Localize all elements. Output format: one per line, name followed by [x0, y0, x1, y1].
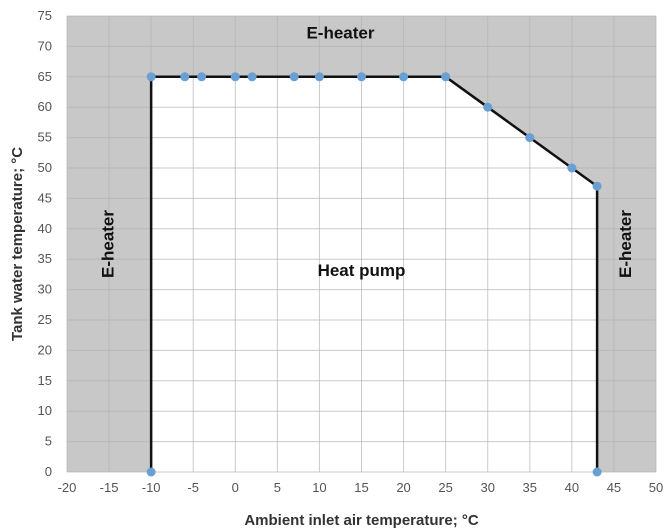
data-point [441, 72, 451, 82]
series-line [149, 75, 599, 472]
data-point [592, 467, 602, 477]
y-tick-label: 40 [38, 221, 52, 236]
data-point [247, 72, 257, 82]
y-tick-label: 30 [38, 282, 52, 297]
y-tick-label: 20 [38, 342, 52, 357]
region-label: E-heater [306, 24, 374, 43]
y-tick-label: 25 [38, 312, 52, 327]
data-point [399, 72, 409, 82]
boundary-line [149, 75, 599, 472]
x-tick-label: 30 [480, 480, 494, 495]
data-point [567, 163, 577, 173]
x-tick-label: -15 [100, 480, 119, 495]
x-tick-label: 45 [607, 480, 621, 495]
x-tick-label: 25 [438, 480, 452, 495]
data-point [197, 72, 207, 82]
x-tick-label: -10 [142, 480, 161, 495]
x-tick-label: 40 [565, 480, 579, 495]
x-tick-label: 35 [523, 480, 537, 495]
heat-pump-area [151, 76, 598, 473]
region-labels: E-heater E-heater E-heater Heat pump [99, 24, 635, 280]
y-tick-label: 70 [38, 38, 52, 53]
y-tick-label: 50 [38, 160, 52, 175]
x-tick-label: 10 [312, 480, 326, 495]
data-point [357, 72, 366, 82]
y-tick-label: 55 [38, 130, 52, 145]
x-tick-label: 0 [232, 480, 239, 495]
region-label: E-heater [99, 210, 118, 278]
y-tick-label: 35 [38, 251, 52, 266]
data-point [146, 467, 156, 477]
x-tick-label: 15 [354, 480, 368, 495]
data-point [289, 72, 299, 82]
x-axis-title: Ambient inlet air temperature; °C [244, 512, 479, 529]
heat-pump-region [151, 76, 598, 473]
x-tick-label: 5 [274, 480, 281, 495]
y-tick-label: 10 [38, 403, 52, 418]
x-tick-labels: -20 -15 -10 -5 0 5 10 15 20 25 30 35 40 45 50 [58, 480, 664, 495]
region-label: Heat pump [318, 261, 406, 280]
x-tick-label: -5 [187, 480, 199, 495]
data-point [146, 72, 156, 82]
y-tick-label: 15 [38, 373, 52, 388]
y-tick-label: 45 [38, 190, 52, 205]
region-label: E-heater [616, 210, 635, 278]
y-tick-label: 75 [38, 8, 52, 23]
x-tick-label: 20 [396, 480, 410, 495]
y-tick-label: 5 [45, 434, 52, 449]
data-point [230, 72, 240, 82]
data-point [525, 133, 535, 143]
y-tick-labels: 0 5 10 15 20 25 30 35 40 45 50 55 60 65 70 75 [38, 8, 52, 479]
data-point [592, 181, 602, 191]
x-tick-label: 50 [649, 480, 663, 495]
data-point [314, 72, 324, 82]
y-tick-label: 65 [38, 69, 52, 84]
data-points [146, 72, 602, 477]
data-point [180, 72, 190, 82]
y-tick-label: 60 [38, 99, 52, 114]
x-tick-label: -20 [58, 480, 77, 495]
data-point [483, 102, 493, 112]
y-axis-title: Tank water temperature; °C [9, 147, 26, 341]
y-tick-label: 0 [45, 464, 52, 479]
